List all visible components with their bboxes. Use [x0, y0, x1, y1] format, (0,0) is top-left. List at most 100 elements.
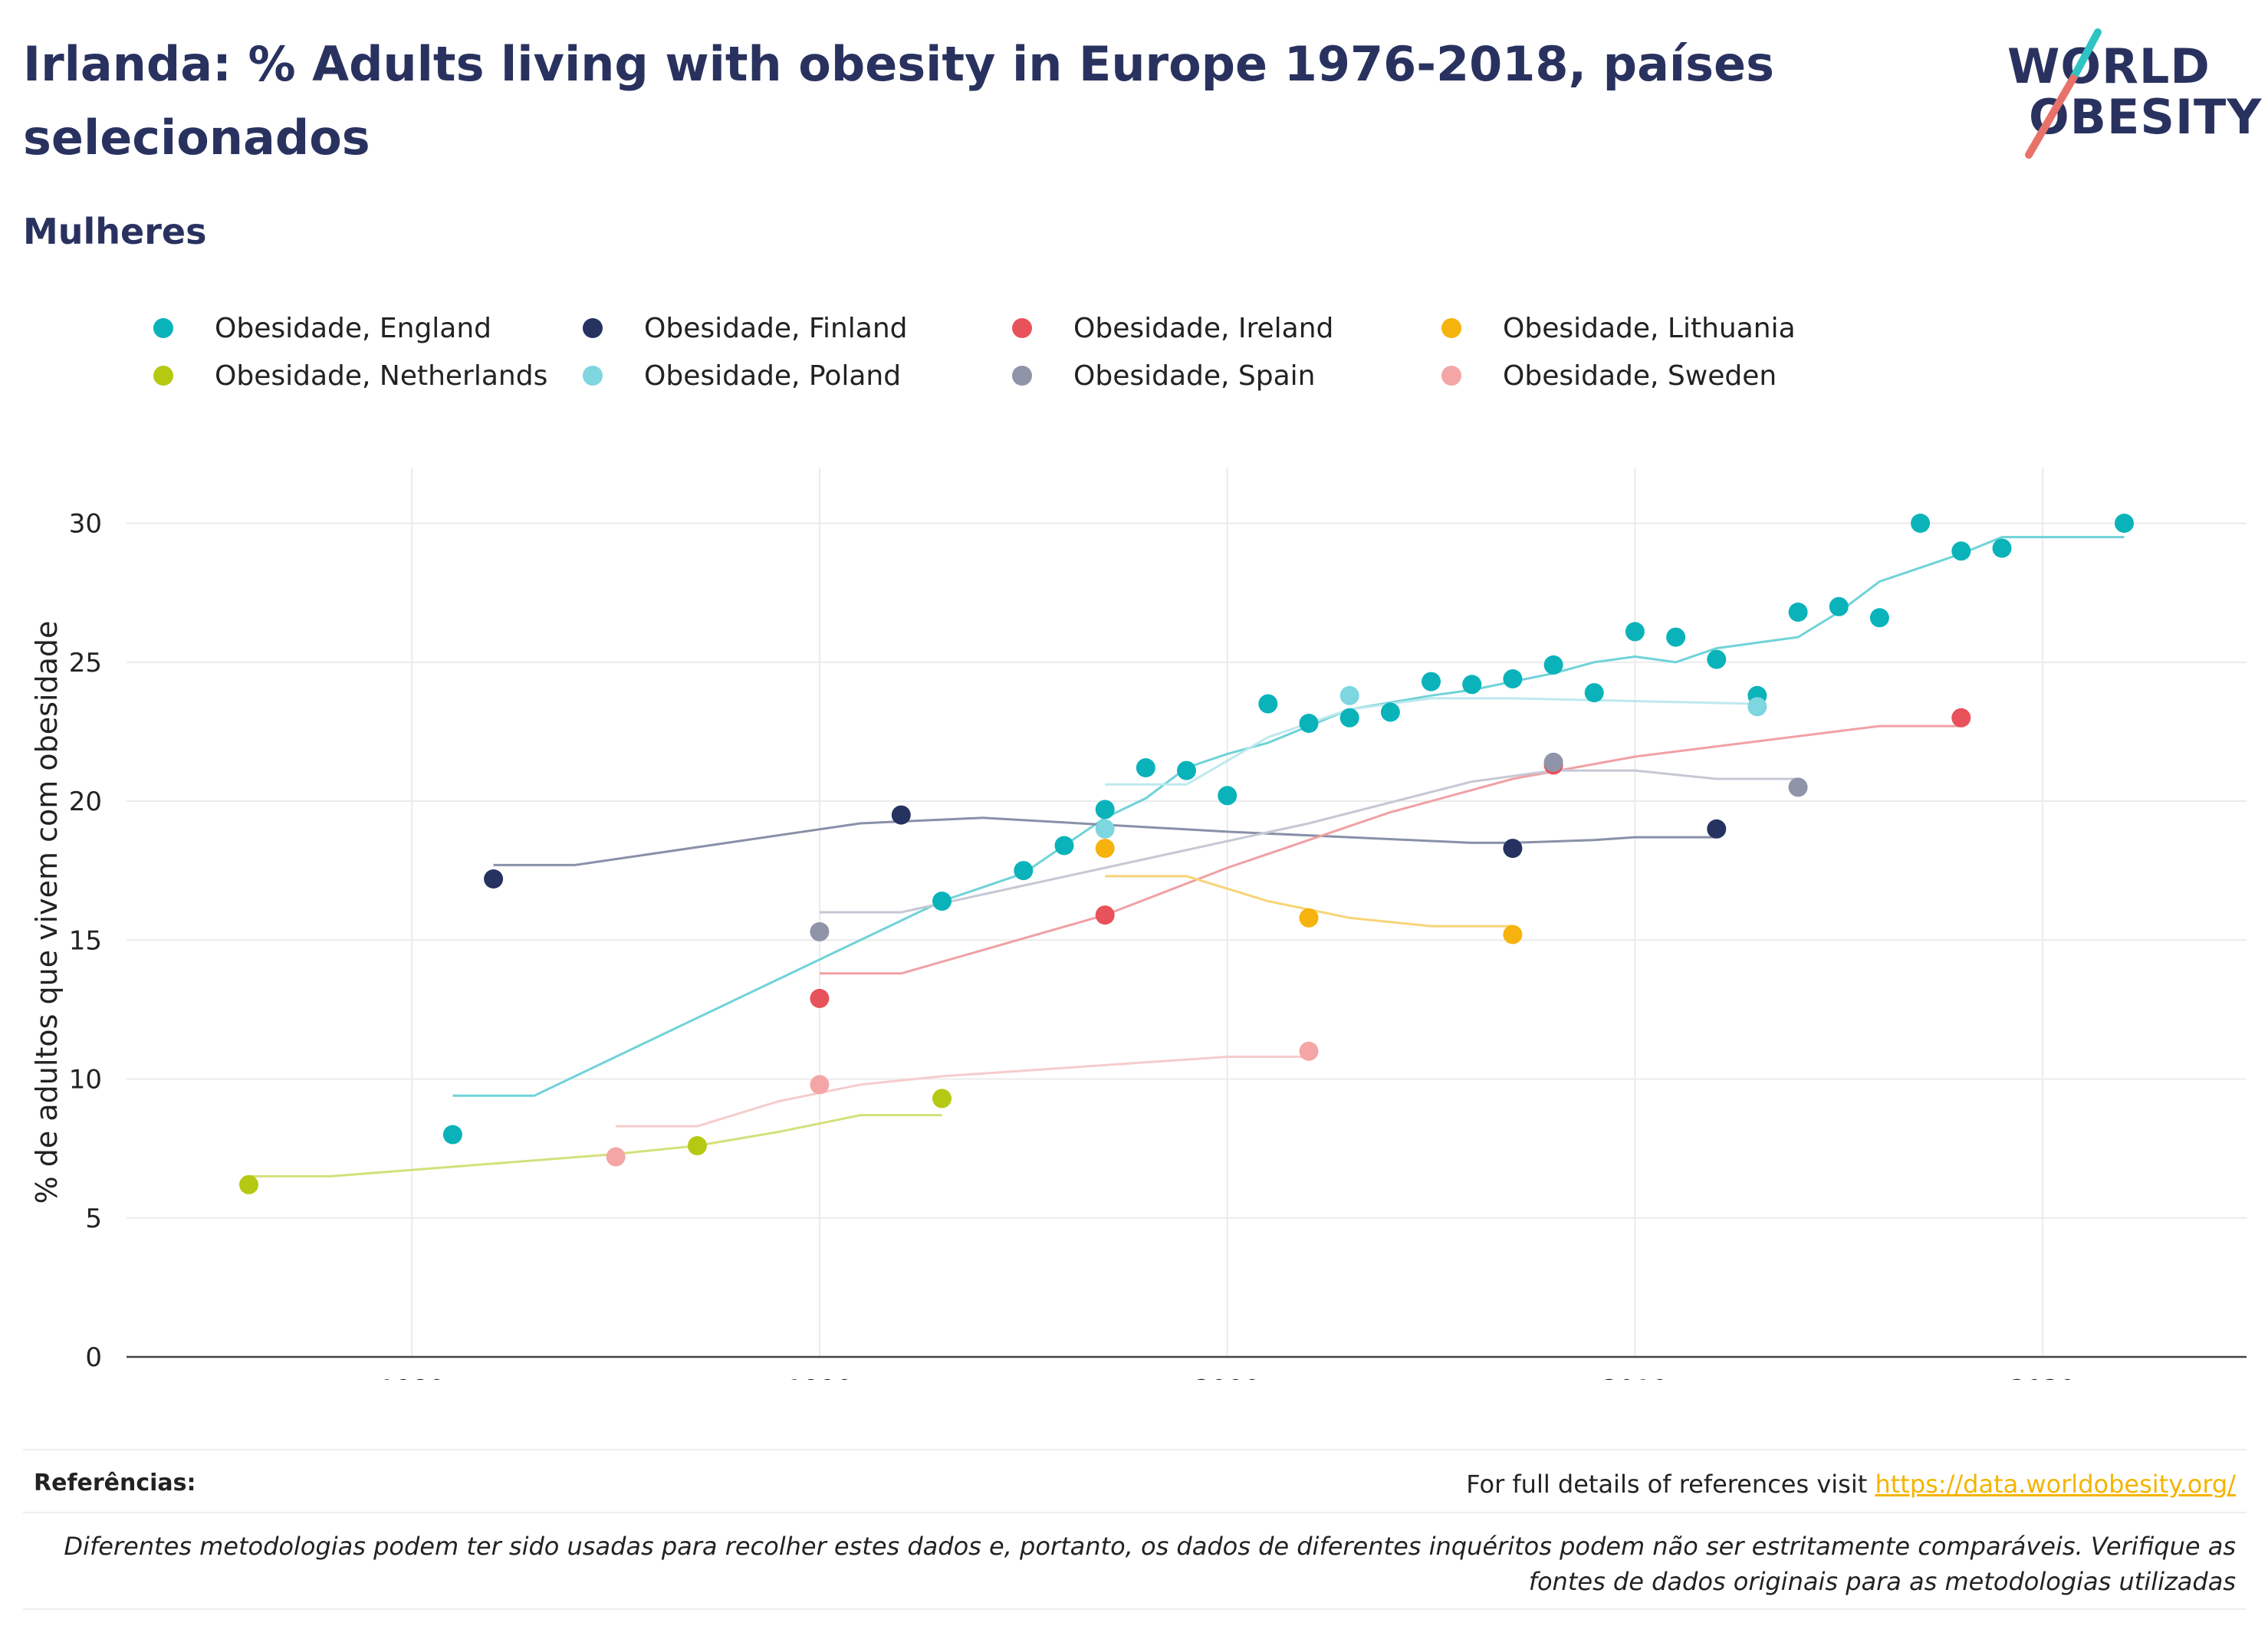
legend-marker-icon — [583, 366, 603, 386]
y-tick-label: 5 — [85, 1204, 102, 1234]
legend-marker-icon — [153, 318, 173, 338]
trend-line — [248, 1114, 942, 1178]
x-tick-label: 2020 — [2010, 1375, 2076, 1380]
logo-text-obesity: OBESITY — [2029, 89, 2263, 145]
trend-line — [616, 1056, 1309, 1128]
data-point — [1095, 819, 1115, 839]
legend-label: Obesidade, England — [215, 312, 492, 344]
chart-plot: 0 5 10 15 20 25 30 1980 1990 2000 2010 2020 % de adu… — [30, 468, 2247, 1380]
legend-marker-icon — [1441, 318, 1461, 338]
data-point — [932, 1089, 952, 1109]
legend-label: Obesidade, Netherlands — [215, 360, 548, 392]
data-point — [1503, 925, 1523, 944]
legend-item[interactable]: Obesidade, Lithuania — [1441, 305, 1796, 351]
data-point — [1299, 1041, 1319, 1061]
footer-divider-2 — [23, 1512, 2247, 1513]
data-point — [1258, 694, 1278, 714]
trend-line — [493, 816, 1717, 866]
data-point — [442, 1125, 462, 1145]
legend-label: Obesidade, Finland — [644, 312, 908, 344]
data-point — [1095, 839, 1115, 859]
legend-label: Obesidade, Lithuania — [1503, 312, 1796, 344]
methodology-disclaimer: Diferentes metodologias podem ter sido u… — [64, 1532, 2236, 1596]
data-point — [1584, 683, 1604, 703]
data-point — [1543, 752, 1563, 772]
data-point — [1707, 649, 1727, 669]
data-point — [1462, 675, 1482, 695]
data-point — [1625, 622, 1645, 642]
legend-item[interactable]: Obesidade, Poland — [583, 353, 901, 399]
trend-line — [819, 724, 1961, 975]
data-point — [1788, 603, 1808, 622]
data-point — [810, 921, 830, 941]
legend-item[interactable]: Obesidade, Finland — [583, 305, 908, 351]
legend-label: Obesidade, Spain — [1073, 360, 1316, 392]
data-point — [687, 1136, 707, 1155]
legend-item[interactable]: Obesidade, Spain — [1012, 353, 1315, 399]
data-point — [1095, 905, 1115, 925]
footer-divider-3 — [23, 1608, 2247, 1610]
x-tick-label: 2010 — [1602, 1375, 1668, 1380]
data-point — [1788, 777, 1808, 797]
data-point — [1380, 702, 1400, 722]
data-point — [1829, 596, 1849, 616]
data-point — [1869, 608, 1889, 628]
data-point — [1095, 800, 1115, 820]
world-obesity-logo: WORLD OBESITY — [1994, 23, 2261, 169]
data-point — [1422, 672, 1441, 691]
data-point — [1054, 836, 1074, 856]
legend-marker-icon — [1441, 366, 1461, 386]
data-point — [1339, 708, 1359, 728]
logo-slash-icon — [2025, 28, 2102, 159]
references-link[interactable]: https://data.worldobesity.org/ — [1875, 1470, 2236, 1499]
data-point — [606, 1147, 626, 1167]
data-point — [1299, 908, 1319, 928]
legend-item[interactable]: Obesidade, England — [153, 305, 491, 351]
legend-item[interactable]: Obesidade, Ireland — [1012, 305, 1333, 351]
x-tick-label: 2000 — [1194, 1375, 1261, 1380]
legend-label: Obesidade, Poland — [644, 360, 902, 392]
y-tick-label: 15 — [69, 925, 102, 956]
legend-marker-icon — [1012, 366, 1032, 386]
x-tick-label: 1980 — [379, 1375, 445, 1380]
data-point — [810, 1075, 830, 1095]
legend-item[interactable]: Obesidade, Sweden — [1441, 353, 1777, 399]
references-text: For full details of references visit htt… — [1466, 1470, 2236, 1499]
data-point — [1218, 786, 1238, 806]
legend-label: Obesidade, Sweden — [1503, 360, 1777, 392]
data-point — [1503, 839, 1523, 859]
references-label: Referências: — [34, 1470, 196, 1496]
data-point — [1339, 685, 1359, 705]
footer-divider — [23, 1449, 2247, 1450]
y-tick-label: 30 — [69, 509, 102, 540]
chart-title: Irlanda: % Adults living with obesity in… — [23, 36, 1775, 166]
data-point — [1543, 655, 1563, 675]
y-tick-label: 20 — [69, 787, 102, 817]
references-prefix: For full details of references visit — [1466, 1470, 1875, 1499]
x-tick-label: 1990 — [787, 1375, 853, 1380]
data-point — [484, 869, 504, 889]
data-point — [1707, 819, 1727, 839]
data-point — [1992, 538, 2012, 558]
data-point — [1299, 714, 1319, 733]
legend-item[interactable]: Obesidade, Netherlands — [153, 353, 547, 399]
data-point — [1014, 861, 1034, 881]
y-axis-label: % de adultos que vivem com obesidade — [30, 621, 64, 1204]
data-point — [2115, 514, 2134, 533]
y-tick-label: 10 — [69, 1065, 102, 1096]
trend-line — [819, 769, 1799, 914]
data-point — [891, 805, 911, 825]
y-tick-label: 0 — [85, 1342, 102, 1373]
y-tick-label: 25 — [69, 648, 102, 678]
data-point — [1136, 758, 1155, 777]
data-point — [932, 892, 952, 911]
trend-line — [1105, 697, 1757, 786]
data-point — [1747, 697, 1767, 717]
data-point — [1951, 541, 1971, 561]
data-point — [1503, 669, 1523, 688]
logo-text-world: WORLD — [2007, 38, 2210, 94]
data-point — [239, 1174, 258, 1194]
data-point — [1911, 514, 1931, 533]
data-point — [1177, 760, 1196, 780]
legend-marker-icon — [1012, 318, 1032, 338]
